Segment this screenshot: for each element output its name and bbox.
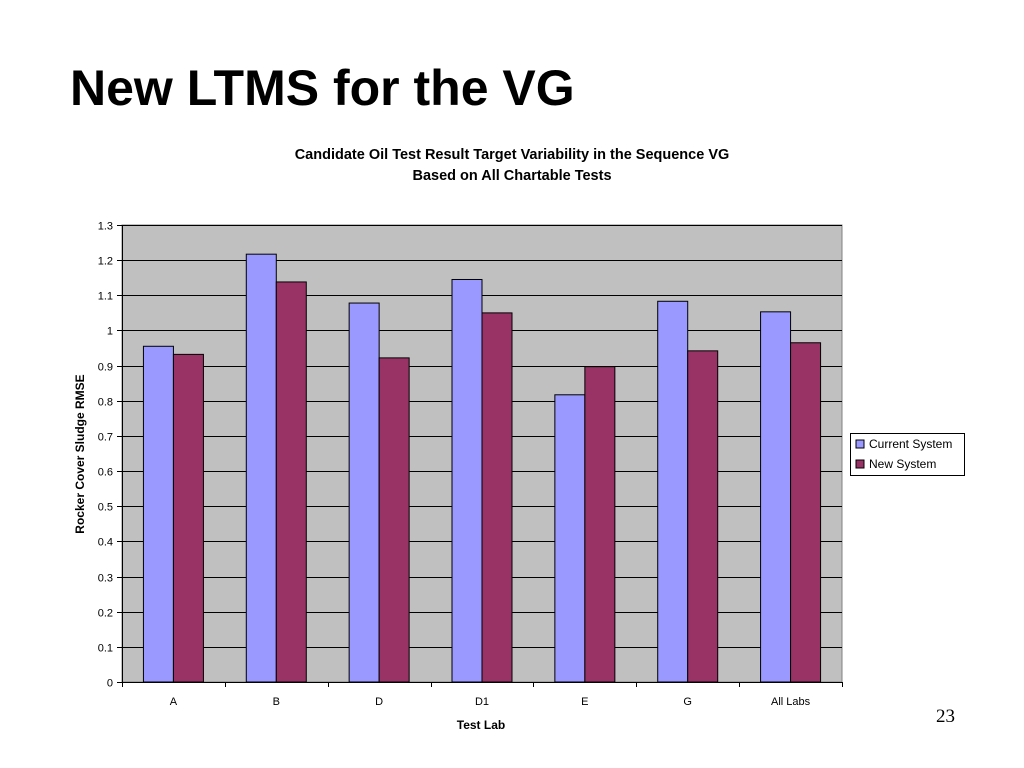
y-tick-label: 0.3 <box>98 573 113 585</box>
bar-new-system-d1 <box>481 312 513 683</box>
x-tick-label: E <box>581 696 588 708</box>
y-tick-label: 1.3 <box>98 221 113 233</box>
x-tick-label: D <box>375 696 383 708</box>
legend-label: New System <box>869 457 936 471</box>
bar-current-system-g <box>657 300 689 683</box>
bar-current-system-d <box>348 302 380 683</box>
y-tick-label: 0.1 <box>98 643 113 655</box>
chart-title-line-2: Based on All Chartable Tests <box>412 168 612 184</box>
legend-swatch <box>855 439 865 449</box>
legend-box <box>850 433 965 476</box>
x-axis-label: Test Lab <box>457 718 505 732</box>
y-tick-label: 0.4 <box>98 537 113 549</box>
y-tick-label: 0.6 <box>98 467 113 479</box>
y-tick-label: 1 <box>107 326 113 338</box>
y-tick-label: 0.5 <box>98 502 113 514</box>
bar-current-system-b <box>245 253 277 683</box>
bar-new-system-e <box>584 366 616 683</box>
bar-new-system-d <box>378 357 410 683</box>
y-tick-label: 1.1 <box>98 291 113 303</box>
y-tick-label: 1.2 <box>98 256 113 268</box>
y-tick-label: 0.8 <box>98 397 113 409</box>
y-tick-label: 0.7 <box>98 432 113 444</box>
y-tick-label: 0 <box>107 678 113 690</box>
bar-current-system-e <box>554 394 586 683</box>
x-tick-label: A <box>170 696 178 708</box>
y-tick-label: 0.2 <box>98 608 113 620</box>
bar-new-system-g <box>687 350 719 683</box>
x-tick-label: G <box>683 696 692 708</box>
x-tick-label: B <box>273 696 280 708</box>
bar-current-system-a <box>142 345 174 683</box>
bar-new-system-all-labs <box>790 342 822 683</box>
y-axis-label: Rocker Cover Sludge RMSE <box>73 374 87 533</box>
y-tick-label: 0.9 <box>98 362 113 374</box>
x-tick-label: D1 <box>475 696 489 708</box>
slide-title: New LTMS for the VG <box>70 60 575 116</box>
bar-new-system-b <box>275 281 307 683</box>
page-number: 23 <box>936 706 955 727</box>
bar-new-system-a <box>172 353 204 683</box>
chart-title: Candidate Oil Test Result Target Variabi… <box>212 145 812 187</box>
bars <box>142 253 822 683</box>
legend: Current System New System <box>850 433 965 476</box>
bar-current-system-all-labs <box>760 311 792 683</box>
chart-title-line-1: Candidate Oil Test Result Target Variabi… <box>294 147 730 163</box>
legend-swatch <box>855 459 865 469</box>
axes: 0 0.1 0.2 0.3 0.4 0.5 0.6 0.7 0.8 0.9 1 1.1 1.2 1.3 A B… <box>98 221 843 708</box>
x-tick-label: All Labs <box>771 696 811 708</box>
legend-label: Current System <box>869 437 952 451</box>
bar-current-system-d1 <box>451 278 483 683</box>
